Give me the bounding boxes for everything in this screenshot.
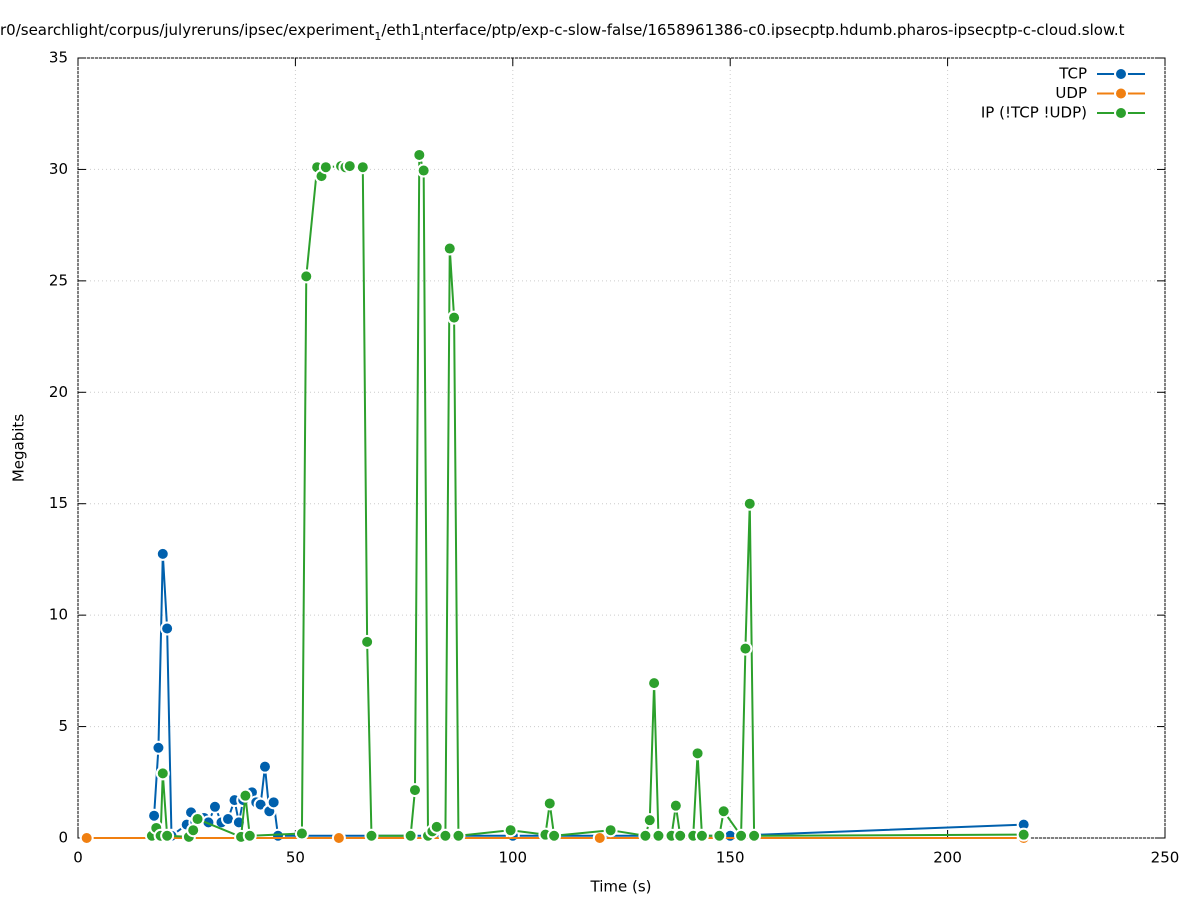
data-point [668,798,683,813]
data-point [451,828,466,843]
data-point [592,831,607,845]
data-point [503,823,518,838]
data-point [651,828,666,843]
data-point [257,759,272,774]
data-point [742,496,757,511]
data-point [364,828,379,843]
data-point [690,746,705,761]
data-point [1016,827,1031,842]
data-point [547,828,562,843]
y-tick-label: 15 [49,494,68,512]
x-axis-label: Time (s) [590,878,652,896]
data-point [238,788,253,803]
data-point [716,804,731,819]
title-subscript: 1 [374,30,381,43]
y-axis-label: Megabits [10,414,28,482]
chart-title: r0/searchlight/corpus/julyreruns/ipsec/e… [0,21,1125,43]
data-point [318,160,333,175]
y-tick-label: 25 [49,271,68,289]
data-point [147,808,162,823]
data-point [190,812,205,827]
title-part: r0/searchlight/corpus/julyreruns/ipsec/e… [0,21,375,39]
data-point [360,634,375,649]
title-part: /eth1 [381,21,420,39]
data-point [294,826,309,841]
data-point [673,828,688,843]
data-point [429,819,444,834]
y-tick-label: 35 [49,49,68,67]
data-point [331,831,346,845]
data-point [738,641,753,656]
y-tick-label: 20 [49,383,68,401]
data-point [642,813,657,828]
x-tick-label: 250 [1151,849,1180,867]
legend-marker [1114,67,1128,81]
x-tick-label: 150 [716,849,745,867]
data-point [407,783,422,798]
title-part: nterface/ptp/exp-c-slow-false/1658961386… [424,21,1125,39]
data-point [342,159,357,174]
x-tick-label: 200 [933,849,962,867]
data-point [155,766,170,781]
data-point [207,799,222,814]
y-tick-label: 30 [49,160,68,178]
data-point [412,147,427,162]
data-point [155,546,170,561]
data-point [542,796,557,811]
data-point [271,828,286,843]
data-point [712,828,727,843]
data-point [603,823,618,838]
title-subscript: i [421,30,424,43]
data-point [747,828,762,843]
x-tick-label: 100 [498,849,527,867]
data-point [79,831,94,845]
data-point [416,163,431,178]
series-line [151,154,1024,840]
y-tick-label: 10 [49,606,68,624]
data-point [638,828,653,843]
legend-marker [1114,86,1128,101]
data-point [647,676,662,691]
data-point [151,740,166,755]
plot-frame [77,57,1166,839]
data-point [694,828,709,843]
y-tick-label: 5 [58,717,68,735]
legend-label: UDP [1055,84,1087,102]
data-point [242,828,257,843]
x-tick-label: 50 [286,849,305,867]
legend-marker [1114,106,1128,120]
data-point [299,269,314,284]
data-point [160,828,175,843]
data-point [438,828,453,843]
data-point [266,795,281,810]
legend-label: TCP [1058,65,1087,83]
data-point [442,241,457,256]
data-point [403,828,418,843]
legend-label: IP (!TCP !UDP) [981,104,1087,122]
series-line [153,553,1024,838]
data-point [160,621,175,636]
data-point [355,160,370,175]
x-tick-label: 0 [73,849,83,867]
y-tick-label: 0 [58,829,68,847]
data-point [734,828,749,843]
data-point [447,310,462,325]
